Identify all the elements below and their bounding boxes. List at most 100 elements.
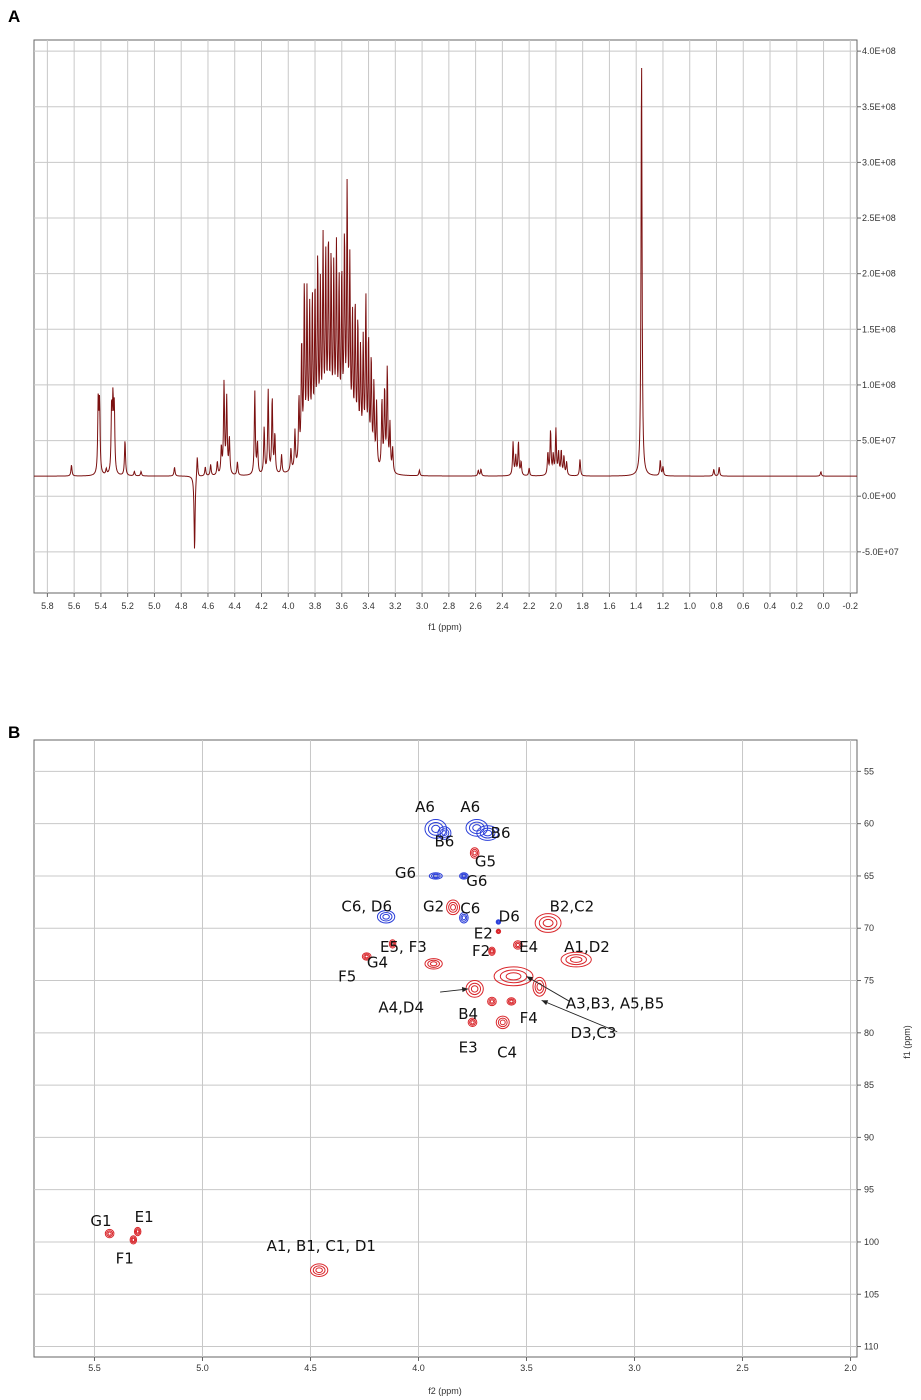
cross-peak — [424, 958, 443, 970]
contour-ring — [430, 873, 441, 879]
contour-ring — [459, 872, 469, 880]
contour-ring — [104, 1228, 115, 1239]
panel-b-y-ticks: 55 60 65 70 75 80 85 90 95 100 105 110 — [857, 766, 879, 1352]
contour-ring — [450, 904, 457, 911]
contour-ring — [106, 1230, 114, 1237]
contour-ring — [439, 828, 450, 838]
cross-peak — [446, 899, 461, 916]
peak-label: E4 — [519, 938, 538, 956]
peak-label: D3,C3 — [571, 1024, 617, 1042]
contour-ring — [446, 899, 461, 916]
contour-ring — [515, 942, 521, 948]
peak-label: F2 — [472, 942, 490, 960]
contour-ring — [432, 874, 439, 878]
panel-b-y-tick-label: 65 — [864, 871, 874, 881]
contour-ring — [472, 850, 477, 856]
peak-label: B6 — [491, 824, 511, 842]
contour-ring — [496, 929, 501, 934]
peak-label: C6 — [460, 899, 480, 917]
contour-ring — [361, 952, 372, 961]
contour-ring — [388, 939, 397, 949]
contour-ring — [461, 915, 467, 921]
panel-b-x-tick-label: 2.5 — [736, 1363, 749, 1373]
contour-ring — [469, 847, 480, 859]
panel-a-x-tick-label: 4.8 — [175, 601, 188, 611]
contour-ring — [469, 1019, 476, 1026]
contour-ring — [437, 826, 452, 840]
contour-ring — [363, 953, 371, 960]
panel-a-x-tick-label: 2.6 — [469, 601, 482, 611]
peak-label: E3 — [459, 1039, 478, 1057]
cross-peak — [309, 1263, 329, 1277]
panel-a-x-tick-label: 5.0 — [148, 601, 161, 611]
panel-a-y-tick-label: 2.5E+08 — [862, 213, 896, 223]
panel-a-x-tick-label: 0.8 — [710, 601, 723, 611]
peak-label: C6, D6 — [341, 897, 392, 915]
panel-a-x-axis-title: f1 (ppm) — [428, 622, 462, 632]
peak-label: A3,B3, A5,B5 — [566, 995, 664, 1013]
contour-ring — [461, 874, 467, 878]
peak-label: A6 — [460, 798, 480, 816]
panel-a-y-tick-label: 1.5E+08 — [862, 324, 896, 334]
contour-ring — [569, 956, 583, 963]
panel-b-y-tick-label: 55 — [864, 766, 874, 776]
panel-a-x-tick-label: 5.2 — [121, 601, 134, 611]
contour-ring — [490, 949, 494, 954]
panel-b-y-tick-label: 90 — [864, 1132, 874, 1142]
contour-ring — [470, 1020, 475, 1025]
panel-a-x-tick-label: 3.6 — [336, 601, 349, 611]
cross-peak — [133, 1226, 142, 1237]
contour-ring — [532, 976, 547, 997]
contour-ring — [507, 998, 515, 1005]
panel-b-x-axis-title: f2 (ppm) — [428, 1386, 462, 1396]
contour-ring — [534, 913, 562, 933]
contour-ring — [467, 1017, 478, 1028]
panel-a-x-tick-label: 2.2 — [523, 601, 536, 611]
panel-b-x-tick-label: 4.5 — [304, 1363, 317, 1373]
panel-a-x-tick-label: 0.4 — [764, 601, 777, 611]
peak-label: A1,D2 — [564, 938, 610, 956]
panel-b-plot-frame — [33, 739, 858, 1358]
arrow-shaft — [526, 975, 570, 1002]
panel-a-y-tick-label: 3.0E+08 — [862, 157, 896, 167]
contour-ring — [134, 1228, 141, 1235]
panel-a-y-tick-label: 3.5E+08 — [862, 102, 896, 112]
panel-b-x-tick-label: 3.0 — [628, 1363, 641, 1373]
contour-ring — [379, 911, 393, 922]
contour-ring — [476, 825, 499, 841]
contour-ring — [441, 830, 448, 836]
contour-ring — [489, 947, 495, 955]
panel-a-x-tick-label: 0.0 — [817, 601, 830, 611]
contour-ring — [489, 999, 495, 1004]
contour-ring — [471, 848, 479, 858]
annotation-arrow — [440, 986, 469, 993]
contour-ring — [135, 1229, 140, 1234]
contour-ring — [448, 901, 458, 913]
cross-peak — [428, 872, 443, 880]
panel-b-x-tick-label: 2.0 — [844, 1363, 857, 1373]
peak-label: F5 — [338, 967, 356, 985]
cross-peak — [495, 919, 502, 925]
peak-label: G1 — [90, 1212, 111, 1230]
contour-ring — [496, 919, 501, 924]
panel-b-y-tick-label: 80 — [864, 1028, 874, 1038]
panel-a-x-tick-label: 2.4 — [496, 601, 509, 611]
contour-ring — [509, 999, 514, 1004]
cross-peak — [476, 825, 499, 841]
panel-b-cross-peaks — [104, 818, 592, 1277]
peak-label: E5, F3 — [380, 938, 427, 956]
arrow-shaft — [541, 999, 618, 1033]
panel-b-letter: B — [8, 723, 20, 742]
panel-b-x-tick-label: 4.0 — [412, 1363, 425, 1373]
contour-ring — [312, 1265, 326, 1275]
panel-a-x-tick-label: 3.8 — [309, 601, 322, 611]
panel-b-x-tick-label: 3.5 — [520, 1363, 533, 1373]
panel-a-y-tick-label: -5.0E+07 — [862, 547, 899, 557]
cross-peak — [129, 1235, 138, 1245]
peak-label: C4 — [497, 1044, 517, 1062]
contour-ring — [309, 1263, 329, 1277]
panel-a-y-tick-label: 1.0E+08 — [862, 380, 896, 390]
panel-a-x-tick-label: 5.8 — [41, 601, 54, 611]
panel-b-y-tick-label: 60 — [864, 819, 874, 829]
cross-peak — [534, 913, 562, 933]
